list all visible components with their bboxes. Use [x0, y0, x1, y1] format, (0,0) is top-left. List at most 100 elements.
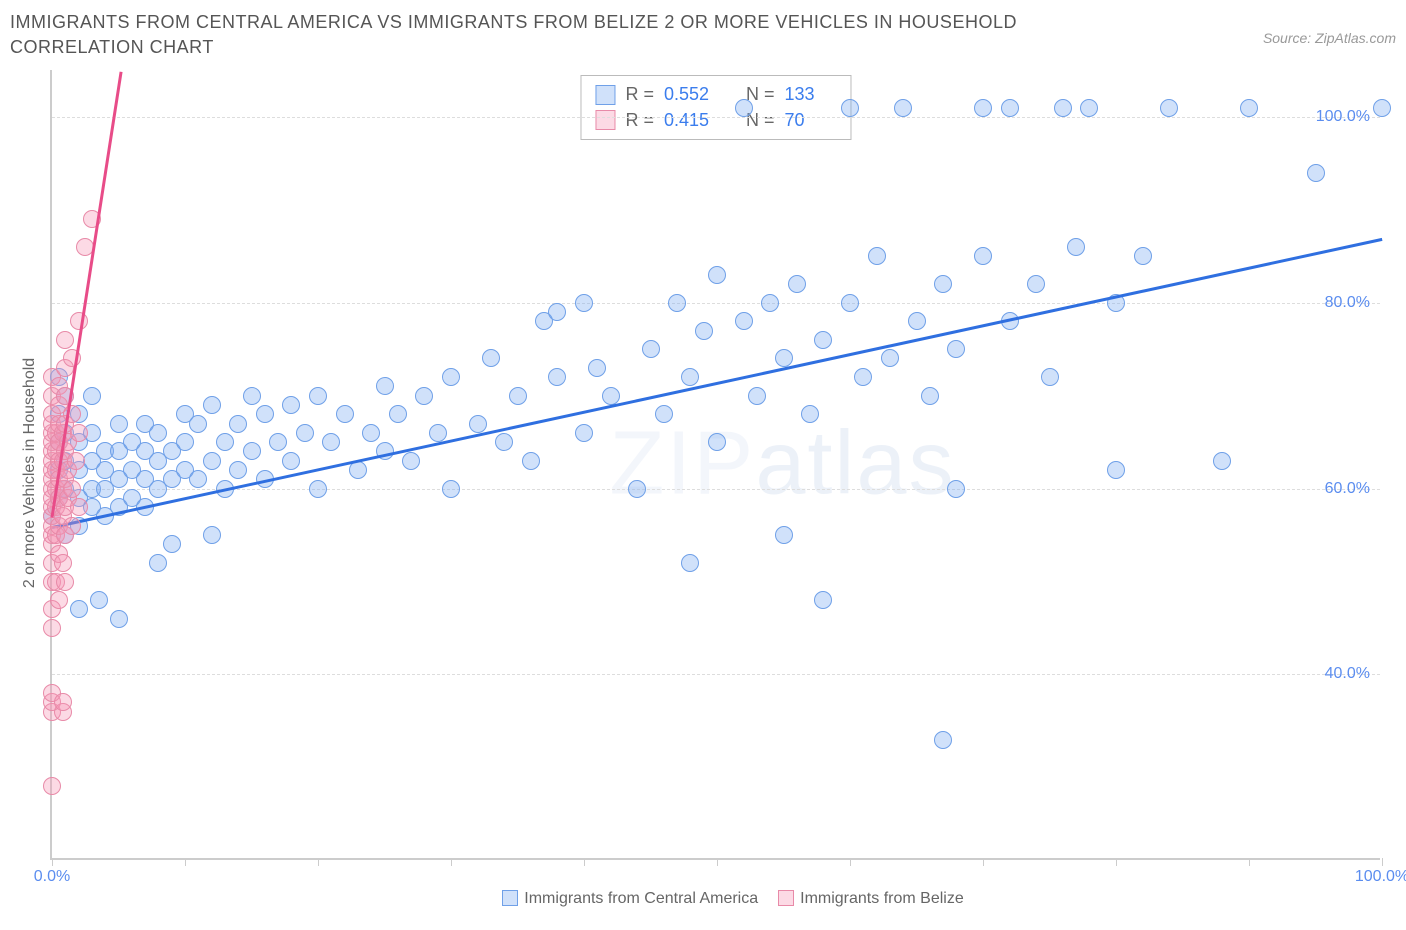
x-tick: [850, 858, 851, 866]
scatter-point: [1054, 99, 1072, 117]
x-tick: [1116, 858, 1117, 866]
scatter-point: [854, 368, 872, 386]
stats-legend-box: R = 0.552 N = 133R = 0.415 N = 70: [580, 75, 851, 139]
grid-line: [52, 303, 1380, 304]
scatter-point: [90, 591, 108, 609]
scatter-point: [216, 433, 234, 451]
scatter-point: [522, 452, 540, 470]
scatter-point: [548, 303, 566, 321]
chart-title: IMMIGRANTS FROM CENTRAL AMERICA VS IMMIG…: [10, 10, 1110, 60]
scatter-point: [110, 610, 128, 628]
scatter-point: [149, 424, 167, 442]
scatter-point: [509, 387, 527, 405]
scatter-point: [56, 331, 74, 349]
scatter-point: [54, 554, 72, 572]
scatter-point: [63, 517, 81, 535]
scatter-point: [934, 731, 952, 749]
scatter-point: [775, 349, 793, 367]
scatter-point: [163, 535, 181, 553]
scatter-point: [1134, 247, 1152, 265]
grid-line: [52, 489, 1380, 490]
y-axis-title: 2 or more Vehicles in Household: [21, 358, 39, 588]
scatter-point: [628, 480, 646, 498]
stats-row: R = 0.552 N = 133: [595, 82, 836, 107]
scatter-point: [43, 619, 61, 637]
x-tick: [318, 858, 319, 866]
scatter-point: [203, 526, 221, 544]
stats-row: R = 0.415 N = 70: [595, 108, 836, 133]
scatter-point: [841, 99, 859, 117]
scatter-point: [362, 424, 380, 442]
x-tick: [451, 858, 452, 866]
scatter-point: [881, 349, 899, 367]
grid-line: [52, 674, 1380, 675]
scatter-point: [1107, 461, 1125, 479]
scatter-point: [415, 387, 433, 405]
scatter-point: [402, 452, 420, 470]
y-tick-label: 40.0%: [1325, 665, 1370, 683]
scatter-point: [442, 480, 460, 498]
scatter-point: [1240, 99, 1258, 117]
y-tick-label: 60.0%: [1325, 480, 1370, 498]
chart-container: IMMIGRANTS FROM CENTRAL AMERICA VS IMMIG…: [10, 10, 1396, 908]
scatter-point: [1307, 164, 1325, 182]
x-tick: [584, 858, 585, 866]
scatter-point: [947, 480, 965, 498]
scatter-point: [243, 442, 261, 460]
scatter-point: [389, 405, 407, 423]
scatter-point: [841, 294, 859, 312]
scatter-point: [655, 405, 673, 423]
legend-label: Immigrants from Belize: [800, 890, 964, 907]
scatter-point: [642, 340, 660, 358]
scatter-point: [256, 405, 274, 423]
scatter-point: [43, 777, 61, 795]
scatter-point: [203, 396, 221, 414]
scatter-point: [695, 322, 713, 340]
scatter-point: [947, 340, 965, 358]
stat-r-value: 0.552: [664, 82, 716, 107]
scatter-point: [735, 99, 753, 117]
bottom-legend: Immigrants from Central AmericaImmigrant…: [50, 890, 1396, 908]
scatter-point: [775, 526, 793, 544]
scatter-point: [149, 554, 167, 572]
watermark: ZIPatlas: [609, 413, 955, 516]
scatter-point: [482, 349, 500, 367]
scatter-point: [70, 600, 88, 618]
scatter-point: [70, 424, 88, 442]
scatter-point: [322, 433, 340, 451]
scatter-point: [894, 99, 912, 117]
scatter-point: [67, 452, 85, 470]
x-tick: [1382, 858, 1383, 866]
scatter-point: [63, 480, 81, 498]
scatter-point: [575, 294, 593, 312]
scatter-point: [203, 452, 221, 470]
scatter-point: [376, 377, 394, 395]
scatter-point: [575, 424, 593, 442]
scatter-point: [50, 591, 68, 609]
scatter-point: [974, 247, 992, 265]
scatter-point: [868, 247, 886, 265]
stat-n-value: 133: [785, 82, 837, 107]
scatter-point: [110, 415, 128, 433]
scatter-point: [282, 452, 300, 470]
scatter-point: [1160, 99, 1178, 117]
scatter-point: [681, 554, 699, 572]
scatter-point: [761, 294, 779, 312]
scatter-point: [336, 405, 354, 423]
scatter-point: [814, 331, 832, 349]
legend-swatch: [595, 110, 615, 130]
scatter-point: [282, 396, 300, 414]
stat-n-value: 70: [785, 108, 837, 133]
x-tick: [983, 858, 984, 866]
scatter-point: [54, 693, 72, 711]
scatter-point: [429, 424, 447, 442]
scatter-point: [588, 359, 606, 377]
scatter-point: [70, 498, 88, 516]
x-tick-label: 0.0%: [34, 868, 70, 886]
scatter-point: [243, 387, 261, 405]
scatter-point: [442, 368, 460, 386]
scatter-point: [296, 424, 314, 442]
scatter-point: [1067, 238, 1085, 256]
scatter-point: [681, 368, 699, 386]
scatter-point: [708, 433, 726, 451]
